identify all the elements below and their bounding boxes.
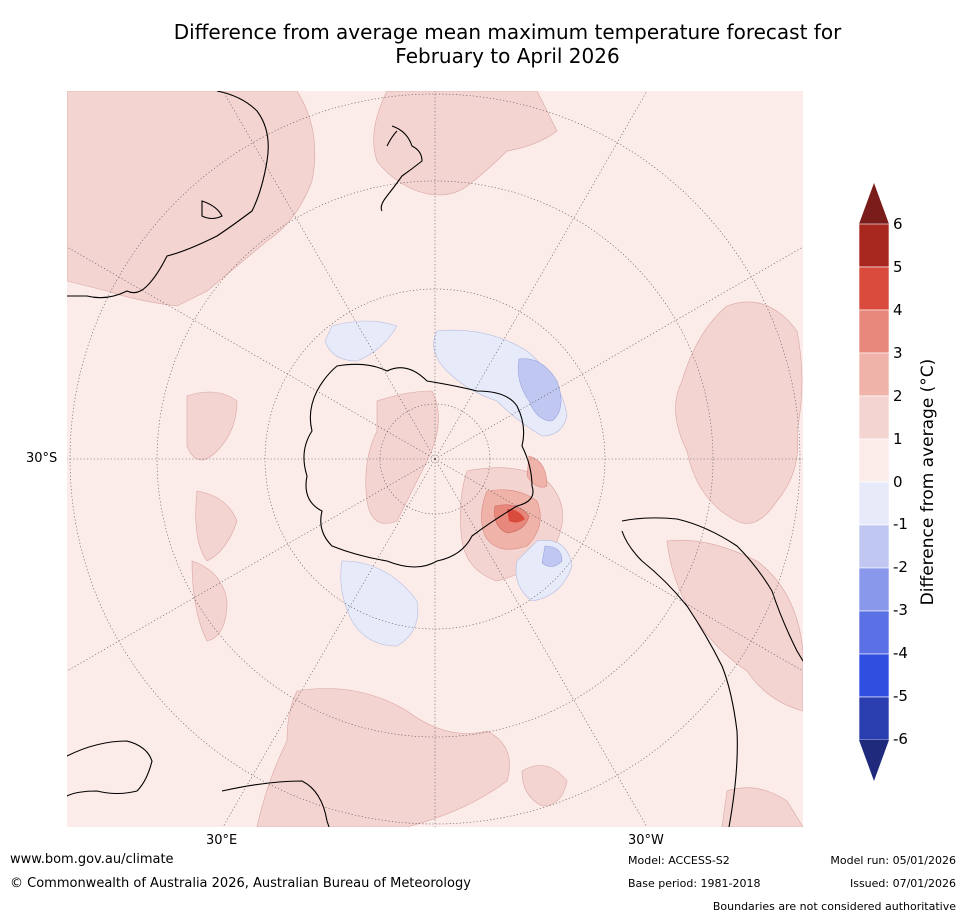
polar-map-canvas [67, 91, 803, 827]
polar-map [67, 91, 803, 827]
coastline-australia [67, 740, 153, 797]
footer-website: www.bom.gov.au/climate [10, 852, 174, 867]
colorbar-boxes [858, 223, 890, 741]
graticule-meridian-150e [222, 91, 436, 460]
colorbar-title-text: Difference from average (°C) [918, 358, 938, 606]
colorbar-box-minus-2-to-minus-1 [858, 524, 890, 569]
anomaly-1-to-2-regions [67, 91, 803, 827]
graticule-meridian-150w [434, 91, 648, 460]
coastline-madagascar [201, 200, 223, 220]
graticule [67, 91, 803, 827]
colorbar-tick-0: 0 [893, 473, 903, 491]
anomaly-minus-2-to-minus-1-regions [517, 358, 563, 567]
colorbar-tick-minus-3: -3 [893, 601, 908, 619]
anomaly-region-4-to-5 [507, 509, 525, 523]
colorbar-box-minus-3-to-minus-2 [858, 567, 890, 612]
colorbar-box-minus-1-to-0 [858, 481, 890, 526]
graticule-meridian-30e [222, 458, 436, 827]
map-title-line-1: Difference from average mean maximum tem… [173, 20, 842, 44]
coastline-new-zealand-south [386, 130, 398, 147]
graticule-meridian-120e [67, 246, 436, 460]
map-title: Difference from average mean maximum tem… [60, 20, 955, 68]
anomaly-region-nz-1-2 [373, 91, 558, 196]
graticule-meridian-30w [434, 458, 648, 827]
colorbar-box-0-to-1 [858, 438, 890, 483]
lon-label-30w: 30°W [628, 833, 664, 848]
footer-disclaimer: Boundaries are not considered authoritat… [712, 900, 956, 913]
coastline-new-zealand-north [380, 125, 423, 212]
map-title-line-2: February to April 2026 [395, 44, 620, 68]
anomaly-region-antarctic-1-2 [365, 390, 439, 524]
colorbar-box-5-to-6 [858, 223, 890, 268]
colorbar-box-2-to-3 [858, 352, 890, 397]
coastlines [67, 91, 803, 827]
colorbar-box-minus-5-to-minus-4 [858, 653, 890, 698]
anomaly-region-far-south-1-2 [721, 787, 803, 827]
anomaly-region-south-atlantic-1-2 [675, 301, 803, 524]
lat-label-30s: 30°S [26, 451, 58, 466]
colorbar-tick-4: 4 [893, 301, 903, 319]
colorbar-tick-3: 3 [893, 344, 903, 362]
colorbar-tick-2: 2 [893, 387, 903, 405]
lon-label-30e: 30°E [206, 833, 238, 848]
coastline-south-america-east [621, 517, 803, 662]
coastline-antarctica [303, 363, 534, 568]
anomaly-region-indian-ocean-c-1-2 [191, 560, 228, 642]
anomaly-region-australia-1-2 [256, 688, 510, 827]
colorbar-extend-above-6 [859, 183, 889, 224]
footer-model-run: Model run: 05/01/2026 [830, 854, 956, 867]
footer-issued: Issued: 07/01/2026 [849, 877, 956, 890]
colorbar-tick-minus-6: -6 [893, 730, 908, 748]
footer-copyright: © Commonwealth of Australia 2026, Austra… [10, 876, 471, 891]
colorbar-box-minus-4-to-minus-3 [858, 610, 890, 655]
colorbar-tick-minus-5: -5 [893, 687, 908, 705]
colorbar-box-4-to-5 [858, 266, 890, 311]
colorbar-tick-1: 1 [893, 430, 903, 448]
footer-base-period: Base period: 1981-2018 [628, 877, 761, 890]
colorbar-tick-5: 5 [893, 258, 903, 276]
colorbar-tick-minus-4: -4 [893, 644, 908, 662]
colorbar-tick-minus-2: -2 [893, 558, 908, 576]
colorbar [858, 183, 890, 781]
graticule-circle-45s [156, 180, 714, 738]
colorbar-tick-minus-1: -1 [893, 515, 908, 533]
coastline-south-america-west [621, 530, 738, 827]
colorbar-box-minus-6-to-minus-5 [858, 696, 890, 741]
colorbar-tick-6: 6 [893, 215, 903, 233]
colorbar-box-1-to-2 [858, 395, 890, 440]
colorbar-extend-below-minus-6 [859, 740, 889, 781]
graticule-meridian-60w [434, 458, 803, 672]
footer-model: Model: ACCESS-S2 [628, 854, 730, 867]
anomaly-region-southern-ocean-1-2 [521, 765, 568, 807]
graticule-meridian-120w [434, 246, 803, 460]
anomaly-region-indian-ocean-b-1-2 [195, 490, 238, 562]
anomaly-region-east-antarctica-minus-1-0 [324, 320, 398, 362]
coastline-australia-south [221, 780, 330, 827]
anomaly-region-africa-1-2 [67, 91, 316, 307]
anomaly-region-bellingshausen-minus-2-minus-1 [541, 545, 563, 567]
anomaly-region-indian-ocean-a-1-2 [186, 391, 238, 461]
graticule-meridian-60e [67, 458, 436, 672]
colorbar-box-3-to-4 [858, 309, 890, 354]
anomaly-region-ross-sea-minus-2-minus-1 [517, 358, 562, 422]
coastline-southern-africa [67, 91, 269, 299]
